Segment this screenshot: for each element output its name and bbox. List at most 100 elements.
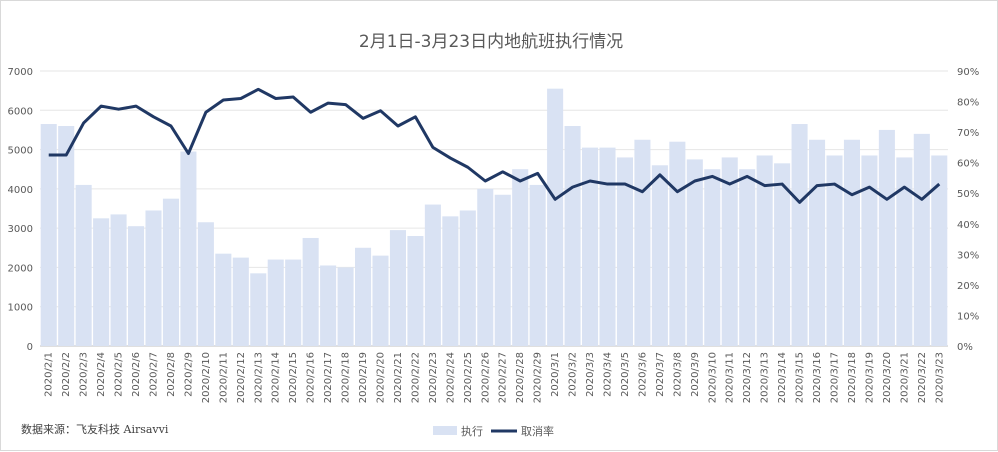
bar bbox=[861, 155, 877, 346]
x-tick-label: 2020/2/19 bbox=[358, 352, 369, 403]
bar bbox=[634, 140, 650, 346]
x-tick-label: 2020/3/16 bbox=[812, 352, 823, 403]
x-tick-label: 2020/2/6 bbox=[131, 352, 142, 397]
bar-series bbox=[41, 89, 948, 346]
x-tick-label: 2020/3/18 bbox=[847, 352, 858, 403]
x-tick-label: 2020/3/10 bbox=[707, 352, 718, 403]
source-note: 数据来源：飞友科技 Airsavvi bbox=[21, 422, 169, 436]
x-tick-label: 2020/2/27 bbox=[498, 352, 509, 403]
bar bbox=[425, 205, 441, 346]
x-tick-label: 2020/3/23 bbox=[934, 352, 945, 403]
legend-swatch-bar bbox=[433, 426, 457, 435]
x-tick-label: 2020/2/14 bbox=[271, 352, 282, 403]
x-axis: 2020/2/1 2020/2/2 2020/2/3 2020/2/4 2020/2/5… bbox=[44, 352, 946, 403]
bar bbox=[512, 169, 528, 346]
y-left-tick-label: 3000 bbox=[8, 224, 33, 235]
y-right-tick-label: 40% bbox=[957, 220, 979, 231]
bar bbox=[495, 195, 511, 346]
x-tick-label: 2020/2/23 bbox=[428, 352, 439, 403]
bar bbox=[792, 124, 808, 346]
y-left-tick-label: 5000 bbox=[8, 146, 33, 157]
bar bbox=[198, 222, 214, 346]
bar bbox=[547, 89, 563, 346]
bar bbox=[163, 199, 179, 346]
x-tick-label: 2020/2/11 bbox=[218, 352, 229, 403]
bar bbox=[599, 148, 615, 346]
x-tick-label: 2020/2/8 bbox=[166, 352, 177, 397]
bar bbox=[76, 185, 92, 346]
x-tick-label: 2020/3/12 bbox=[742, 352, 753, 403]
bar bbox=[58, 126, 74, 346]
x-tick-label: 2020/2/29 bbox=[533, 352, 544, 403]
x-tick-label: 2020/3/1 bbox=[550, 352, 561, 397]
x-tick-label: 2020/2/9 bbox=[183, 352, 194, 397]
bar bbox=[355, 248, 371, 346]
bar bbox=[390, 230, 406, 346]
bar bbox=[41, 124, 57, 346]
y-right-tick-label: 10% bbox=[957, 311, 979, 322]
y-left-tick-label: 0 bbox=[27, 342, 33, 353]
x-tick-label: 2020/3/20 bbox=[882, 352, 893, 403]
x-tick-label: 2020/3/11 bbox=[725, 352, 736, 403]
bar bbox=[530, 185, 546, 346]
x-tick-label: 2020/3/14 bbox=[777, 352, 788, 403]
bar bbox=[477, 189, 493, 346]
x-tick-label: 2020/3/15 bbox=[795, 352, 806, 403]
x-tick-label: 2020/2/4 bbox=[96, 352, 107, 397]
x-tick-label: 2020/2/1 bbox=[44, 352, 55, 397]
x-tick-label: 2020/2/21 bbox=[393, 352, 404, 403]
bar bbox=[460, 210, 476, 346]
x-tick-label: 2020/3/13 bbox=[760, 352, 771, 403]
bar bbox=[442, 216, 458, 346]
x-tick-label: 2020/2/5 bbox=[114, 352, 125, 397]
x-tick-label: 2020/2/3 bbox=[79, 352, 90, 397]
bar bbox=[722, 157, 738, 346]
x-tick-label: 2020/2/15 bbox=[288, 352, 299, 403]
bar bbox=[652, 165, 668, 346]
bar bbox=[128, 226, 144, 346]
legend-label-line: 取消率 bbox=[521, 424, 554, 438]
x-tick-label: 2020/3/3 bbox=[585, 352, 596, 397]
y-left-tick-label: 1000 bbox=[8, 303, 33, 314]
y-right-tick-label: 90% bbox=[957, 67, 979, 78]
y-right-tick-label: 80% bbox=[957, 98, 979, 109]
x-tick-label: 2020/2/22 bbox=[410, 352, 421, 403]
legend-label-bar: 执行 bbox=[461, 424, 483, 438]
x-tick-label: 2020/3/9 bbox=[690, 352, 701, 397]
y-left-tick-label: 7000 bbox=[8, 67, 33, 78]
bar bbox=[407, 236, 423, 346]
x-tick-label: 2020/2/25 bbox=[463, 352, 474, 403]
bar bbox=[844, 140, 860, 346]
bar bbox=[285, 260, 301, 346]
x-tick-label: 2020/3/5 bbox=[620, 352, 631, 397]
bar bbox=[303, 238, 319, 346]
x-tick-label: 2020/3/17 bbox=[830, 352, 841, 403]
x-tick-label: 2020/3/2 bbox=[568, 352, 579, 397]
x-tick-label: 2020/3/6 bbox=[637, 352, 648, 397]
x-tick-label: 2020/3/19 bbox=[864, 352, 875, 403]
x-tick-label: 2020/2/2 bbox=[61, 352, 72, 397]
bar bbox=[233, 258, 249, 346]
bar bbox=[739, 169, 755, 346]
y-left-tick-label: 2000 bbox=[8, 263, 33, 274]
y-right-tick-label: 0% bbox=[957, 342, 973, 353]
bar bbox=[687, 159, 703, 346]
y-right-tick-label: 60% bbox=[957, 159, 979, 170]
bar bbox=[111, 214, 127, 346]
x-tick-label: 2020/2/12 bbox=[236, 352, 247, 403]
bar bbox=[320, 265, 336, 346]
y-right-tick-label: 70% bbox=[957, 128, 979, 139]
x-tick-label: 2020/3/7 bbox=[655, 352, 666, 397]
bar bbox=[338, 267, 354, 346]
x-tick-label: 2020/2/18 bbox=[341, 352, 352, 403]
x-tick-label: 2020/3/8 bbox=[672, 352, 683, 397]
x-tick-label: 2020/2/10 bbox=[201, 352, 212, 403]
y-right-tick-label: 30% bbox=[957, 250, 979, 261]
x-tick-label: 2020/3/22 bbox=[917, 352, 928, 403]
legend: 执行 取消率 bbox=[433, 424, 554, 438]
bar bbox=[93, 218, 109, 346]
y-right-tick-label: 20% bbox=[957, 281, 979, 292]
bar bbox=[914, 134, 930, 346]
